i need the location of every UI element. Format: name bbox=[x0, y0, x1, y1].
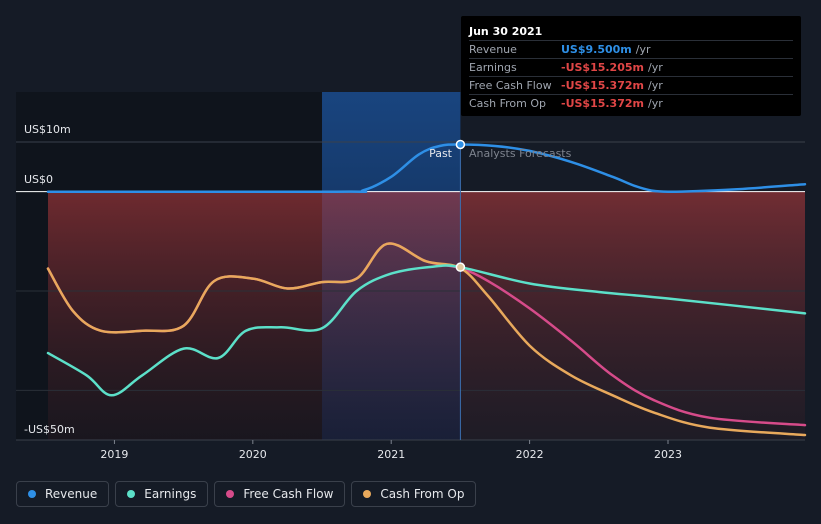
series-line-cash-from-op bbox=[46, 242, 807, 437]
tooltip-row: Earnings -US$15.205m/yr bbox=[469, 58, 793, 76]
legend-dot-icon bbox=[363, 490, 372, 498]
forecast-label: Analysts Forecasts bbox=[469, 147, 572, 160]
tooltip-row-name: Earnings bbox=[469, 61, 517, 74]
revenue-marker bbox=[455, 139, 466, 150]
legend-dot-icon bbox=[28, 490, 36, 498]
x-tick-label: 2020 bbox=[239, 448, 267, 461]
legend-label: Free Cash Flow bbox=[243, 487, 334, 501]
legend-dot-icon bbox=[127, 490, 136, 498]
legend-dot-icon bbox=[226, 490, 235, 498]
x-tick-label: 2023 bbox=[654, 448, 682, 461]
legend-item-cash-from-op[interactable]: Cash From Op bbox=[351, 481, 477, 507]
x-tick-label: 2022 bbox=[516, 448, 544, 461]
legend: Revenue Earnings Free Cash Flow Cash From O… bbox=[16, 481, 477, 507]
tooltip-row-value: -US$15.372m bbox=[561, 97, 644, 110]
legend-label: Revenue bbox=[45, 487, 98, 501]
legend-label: Earnings bbox=[144, 487, 197, 501]
legend-label: Cash From Op bbox=[380, 487, 465, 501]
legend-item-free-cash-flow[interactable]: Free Cash Flow bbox=[214, 481, 346, 507]
legend-item-revenue[interactable]: Revenue bbox=[16, 481, 110, 507]
tooltip-row-unit: /yr bbox=[647, 79, 663, 92]
tooltip-row-unit: /yr bbox=[647, 97, 663, 110]
earnings-marker bbox=[455, 262, 466, 272]
tooltip-row-unit: /yr bbox=[635, 43, 651, 56]
tooltip-row-value: US$9.500m bbox=[561, 43, 632, 56]
series-line-earnings bbox=[46, 264, 807, 397]
tooltip-row-name: Revenue bbox=[469, 43, 517, 56]
y-label-zero: US$0 bbox=[24, 173, 53, 186]
series-line-revenue bbox=[46, 143, 807, 194]
tooltip-row-name: Cash From Op bbox=[469, 97, 547, 110]
x-tick-label: 2019 bbox=[100, 448, 128, 461]
x-tick-label: 2021 bbox=[377, 448, 405, 461]
past-label: Past bbox=[429, 147, 453, 160]
y-label-top: US$10m bbox=[24, 123, 71, 136]
tooltip-row-value: -US$15.205m bbox=[561, 61, 644, 74]
tooltip-row-unit: /yr bbox=[647, 61, 663, 74]
tooltip-row-value: -US$15.372m bbox=[561, 79, 644, 92]
tooltip-row: Free Cash Flow -US$15.372m/yr bbox=[469, 76, 793, 94]
tooltip-date: Jun 30 2021 bbox=[469, 25, 543, 38]
y-label-bottom: -US$50m bbox=[24, 423, 75, 436]
tooltip: Jun 30 2021 Revenue US$9.500m/yr Earnings -… bbox=[461, 16, 801, 116]
negative-area bbox=[48, 191, 805, 440]
tooltip-row: Cash From Op -US$15.372m/yr bbox=[469, 94, 793, 112]
tooltip-row-name: Free Cash Flow bbox=[469, 79, 552, 92]
tooltip-row: Revenue US$9.500m/yr bbox=[469, 40, 793, 58]
legend-item-earnings[interactable]: Earnings bbox=[115, 481, 209, 507]
